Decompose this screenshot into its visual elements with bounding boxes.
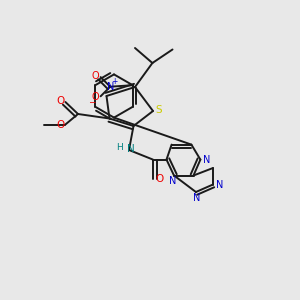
Text: O: O (56, 96, 65, 106)
Text: O: O (155, 174, 163, 184)
Text: +: + (112, 77, 118, 86)
Text: N: N (169, 176, 176, 187)
Text: N: N (216, 179, 223, 190)
Text: −: − (88, 97, 95, 106)
Text: O: O (92, 71, 100, 82)
Text: N: N (193, 193, 200, 203)
Text: N: N (203, 154, 211, 165)
Text: O: O (56, 120, 65, 130)
Text: O: O (92, 92, 100, 102)
Text: S: S (155, 105, 162, 115)
Text: N: N (107, 82, 115, 92)
Text: H: H (116, 143, 123, 152)
Text: N: N (127, 144, 134, 154)
